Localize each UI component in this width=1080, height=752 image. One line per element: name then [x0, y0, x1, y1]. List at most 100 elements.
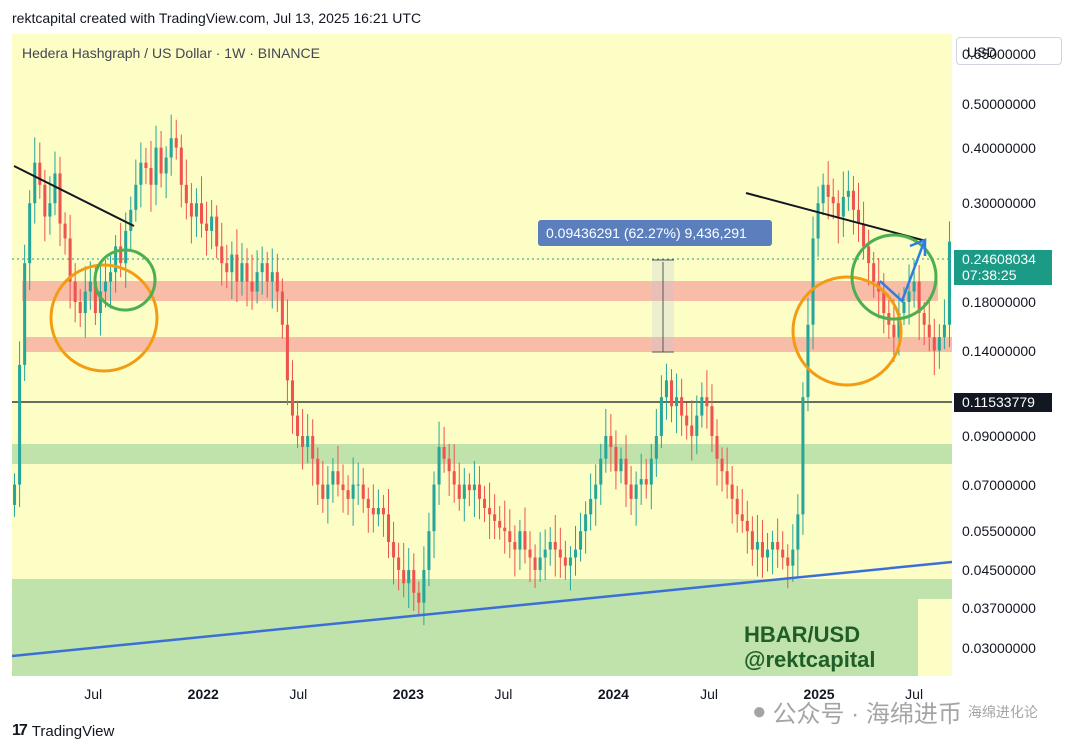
candle-body: [680, 397, 684, 416]
candle-body: [215, 216, 219, 247]
price-tick-label: 0.04500000: [962, 561, 1036, 578]
candle-body: [649, 458, 653, 485]
candle-body: [462, 484, 466, 499]
candle-body: [760, 542, 764, 558]
chart-canvas: [12, 114, 952, 676]
candle-body: [119, 246, 123, 264]
blue-trendline: [12, 560, 952, 658]
candle-body: [862, 223, 866, 247]
time-axis[interactable]: Jul 2022 Jul 2023 Jul 2024 Jul 2025 Jul: [12, 676, 952, 710]
candle-body: [149, 167, 153, 185]
candle-body: [543, 549, 547, 558]
candle-body: [568, 557, 572, 566]
candle-body: [573, 549, 578, 558]
price-tick-label: 0.18000000: [962, 293, 1036, 310]
candle-body: [776, 542, 780, 550]
candle-body: [280, 291, 284, 325]
candle-body: [43, 184, 47, 217]
candle-body: [346, 490, 350, 499]
candle-body: [174, 138, 178, 148]
candle-body: [18, 364, 22, 485]
candle-body: [381, 508, 385, 515]
price-tick-label: 0.09000000: [962, 427, 1036, 444]
candle-body: [599, 458, 603, 485]
candle-body: [922, 313, 926, 325]
candle-body: [700, 397, 704, 416]
time-tick-label: Jul: [289, 686, 308, 702]
price-tick-label: 0.14000000: [962, 342, 1036, 359]
green-circle-right: [850, 233, 938, 321]
candle-body: [351, 484, 355, 499]
price-axis[interactable]: [952, 34, 1080, 676]
currency-selector[interactable]: USD: [956, 37, 1062, 65]
price-tick-label: 0.65000000: [962, 45, 1036, 62]
time-tick-label: 2022: [187, 686, 219, 702]
candle-body: [670, 380, 674, 407]
candle-body: [235, 254, 239, 282]
candle-body: [260, 263, 264, 273]
candle-body: [907, 291, 911, 302]
green-support-zone-lower: [12, 579, 952, 599]
black-downtrend-right: [745, 192, 927, 242]
candle-body: [326, 484, 330, 499]
pair-title: Hedera Hashgraph / US Dollar · 1W · BINA…: [22, 45, 320, 61]
projection-arrow: [879, 241, 926, 304]
candle-body: [103, 281, 108, 292]
candle-body: [917, 281, 921, 314]
wechat-icon: ●: [752, 697, 767, 725]
candle-body: [200, 203, 204, 224]
candle-body: [301, 435, 305, 448]
candle-body: [629, 484, 633, 499]
time-tick-label: 2025: [803, 686, 835, 702]
candle-body: [821, 184, 825, 204]
candle-body: [63, 223, 67, 239]
candle-body: [139, 162, 143, 185]
wechat-watermark: ● 公众号 · 海绵进币 海绵进化论: [752, 694, 1038, 729]
candle-body: [725, 471, 729, 485]
candle-body: [93, 281, 97, 314]
red-resistance-zone-upper: [22, 281, 938, 301]
candle-body: [897, 313, 901, 338]
candle-body: [432, 484, 436, 532]
candle-body: [508, 531, 512, 543]
candle-body: [407, 569, 411, 584]
candle-body: [720, 458, 724, 472]
candle-body: [664, 380, 668, 398]
tradingview-text: TradingView: [31, 722, 115, 740]
candle-body: [639, 479, 643, 485]
candle-body: [771, 542, 775, 550]
candle-body: [932, 337, 936, 351]
wechat-text: 公众号 · 海绵进币: [772, 701, 962, 728]
candle-body: [791, 549, 795, 566]
candle-body: [38, 162, 42, 185]
candle-body: [88, 281, 92, 292]
candle-body: [806, 324, 810, 398]
candle-body: [134, 184, 138, 210]
candle-body: [154, 147, 158, 185]
time-tick-label: Jul: [494, 686, 513, 702]
candle-body: [98, 291, 102, 314]
candle-body: [609, 435, 613, 448]
candle-body: [942, 324, 946, 338]
candle-body: [129, 209, 133, 231]
time-tick-label: Jul: [905, 686, 924, 702]
candle-body: [685, 415, 689, 426]
tradingview-logo[interactable]: 17 TradingView: [12, 722, 114, 740]
candle-body: [189, 203, 193, 217]
candle-body: [285, 324, 289, 381]
candle-body: [83, 291, 87, 314]
candle-body: [947, 241, 951, 325]
candle-body: [523, 531, 527, 550]
price-tick-label: 0.40000000: [962, 139, 1036, 156]
candle-body: [28, 203, 32, 264]
candle-body: [124, 230, 128, 264]
candle-body: [230, 254, 234, 273]
candle-body: [730, 484, 734, 499]
candle-body: [488, 508, 492, 515]
support-price-badge: 0.11533779: [954, 393, 1052, 412]
candle-body: [841, 196, 845, 217]
candle-body: [902, 301, 906, 314]
chart-area[interactable]: Hedera Hashgraph / US Dollar · 1W · BINA…: [12, 34, 952, 676]
price-tick-label: 0.30000000: [962, 195, 1036, 212]
candle-body: [210, 216, 214, 231]
